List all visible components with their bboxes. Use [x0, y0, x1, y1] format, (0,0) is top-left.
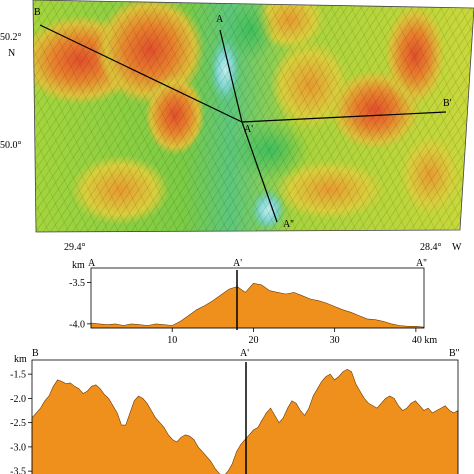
profile-a-unit: km	[72, 260, 85, 271]
profile-b-ytick-label: -3.5	[10, 467, 26, 474]
bathymetry-map: B A A' A'' B' 50.2° N 50.0° 29.4° 28.4° …	[0, 0, 474, 253]
lat-label-south: 50.0°	[0, 140, 22, 151]
lon-label-east: 28.4°	[420, 242, 442, 253]
profile-a-end: A''	[416, 258, 427, 269]
profile-a-start: A	[88, 258, 96, 269]
profile-b-ytick-label: -3.0	[10, 442, 26, 453]
profile-b-frame	[31, 359, 459, 474]
profile-line-a-double	[241, 121, 278, 223]
profile-b-ticks: -1.5 -2.0 -2.5 -3.0 -3.5	[10, 370, 32, 474]
profile-a-frame	[90, 267, 425, 329]
profile-a-ticks: -3.5 -4.0 10 20 30 40 km	[69, 278, 437, 346]
profile-line-a	[219, 29, 243, 123]
profile-line-b	[39, 24, 243, 123]
profile-a-chart: km A A' A'' -3.5 -4.0 10 20 30 40 km	[69, 258, 437, 346]
lat-label-north: 50.2°	[0, 32, 22, 43]
lon-label-west: 29.4°	[64, 242, 86, 253]
lon-hemisphere: W	[452, 242, 462, 253]
profile-b-ytick-label: -1.5	[10, 370, 26, 381]
point-label-a-prime: A'	[244, 124, 253, 135]
profile-b-unit: km	[14, 354, 27, 365]
profile-b-start: B	[32, 348, 39, 359]
profile-a-xtick-label: 10	[167, 335, 177, 346]
profile-a-area	[90, 282, 425, 329]
profile-line-b-prime	[241, 111, 447, 123]
profile-b-chart: km B A' B'' -1.5 -2.0 -2.5 -3.0 -3.5	[10, 348, 459, 474]
profile-b-ytick-label: -2.0	[10, 394, 26, 405]
point-label-a-double: A''	[283, 219, 294, 230]
lat-hemisphere: N	[8, 48, 15, 59]
profile-a-ytick-label: -4.0	[69, 319, 85, 330]
profile-a-xtick-label: 20	[248, 335, 258, 346]
profile-lines	[39, 24, 447, 223]
point-label-b-prime: B'	[443, 98, 452, 109]
profile-b-ytick-label: -2.5	[10, 418, 26, 429]
profile-a-ytick-label: -3.5	[69, 278, 85, 289]
profile-b-area	[31, 368, 459, 474]
profile-b-mid: A'	[240, 348, 249, 359]
profile-a-xtick-label: 30	[330, 335, 340, 346]
point-label-b: B	[34, 7, 41, 18]
profile-a-xtick-label: 40 km	[412, 335, 438, 346]
point-label-a: A	[216, 14, 224, 25]
profile-a-mid: A'	[233, 258, 242, 269]
profile-b-end: B''	[449, 348, 459, 359]
